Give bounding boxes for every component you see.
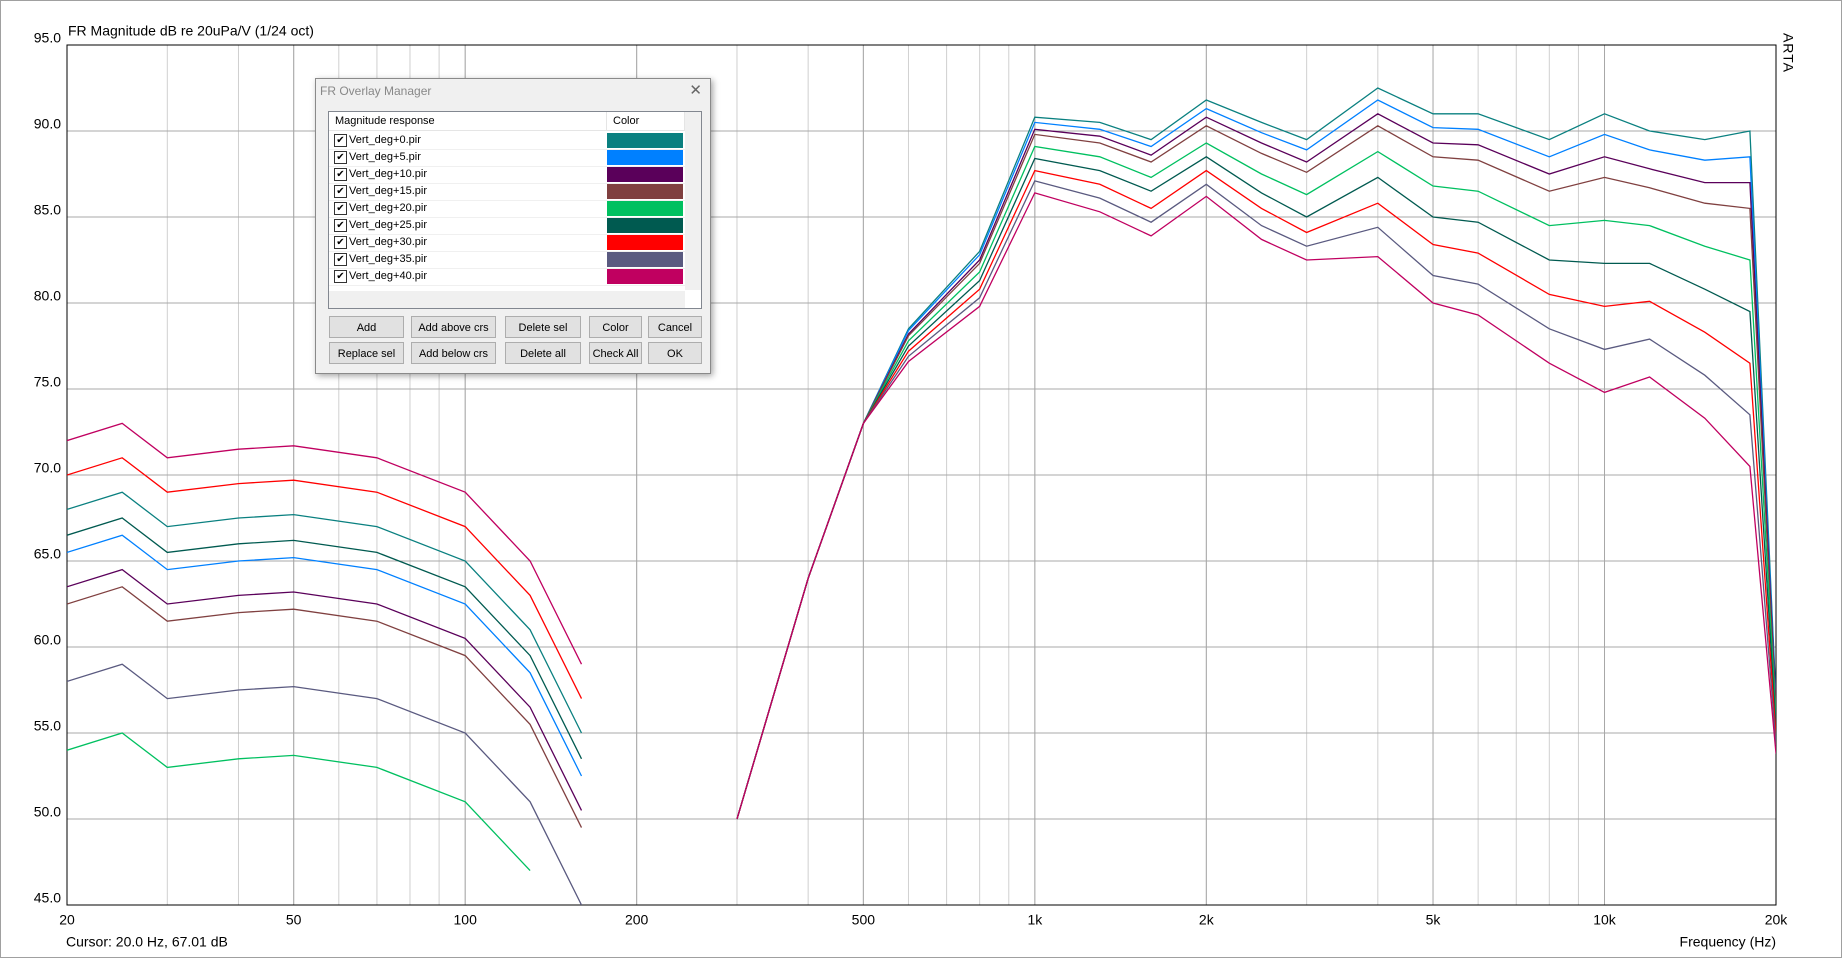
x-tick-label: 1k xyxy=(1027,912,1043,928)
brand: ARTA xyxy=(1780,33,1796,73)
checkbox[interactable]: ✔ xyxy=(334,185,347,198)
close-button[interactable]: ✕ xyxy=(689,82,702,99)
column-header[interactable]: Color xyxy=(607,112,685,131)
button[interactable]: Add xyxy=(329,316,404,338)
y-tick-label: 65.0 xyxy=(34,546,61,562)
x-tick-label: 200 xyxy=(625,912,649,928)
series-line xyxy=(67,180,1776,905)
checkbox[interactable]: ✔ xyxy=(334,168,347,181)
y-tick-label: 70.0 xyxy=(34,460,61,476)
x-tick-label: 10k xyxy=(1593,912,1617,928)
legend-label: Vert_deg+15.pir xyxy=(349,185,427,197)
y-tick-label: 80.0 xyxy=(34,288,61,304)
series-line xyxy=(67,169,1776,820)
legend-row[interactable]: ✔ Vert_deg+20.pir xyxy=(329,200,685,218)
legend-swatch xyxy=(607,269,683,284)
legend-label: Vert_deg+0.pir xyxy=(349,134,421,146)
x-tick-label: 500 xyxy=(852,912,876,928)
legend-row[interactable]: ✔ Vert_deg+40.pir xyxy=(329,268,685,286)
y-tick-label: 95.0 xyxy=(34,30,61,46)
button[interactable]: Replace sel xyxy=(329,342,404,364)
y-tick-label: 60.0 xyxy=(34,632,61,648)
dialog-title: FR Overlay Manager xyxy=(320,84,432,98)
legend-label: Vert_deg+20.pir xyxy=(349,202,427,214)
checkbox[interactable]: ✔ xyxy=(334,253,347,266)
series-line xyxy=(67,87,1776,820)
x-tick-label: 2k xyxy=(1199,912,1215,928)
series-line xyxy=(67,99,1776,820)
button[interactable]: Delete all xyxy=(505,342,581,364)
legend-label: Vert_deg+40.pir xyxy=(349,270,427,282)
series-line xyxy=(67,192,1776,820)
checkbox[interactable]: ✔ xyxy=(334,202,347,215)
legend-row[interactable]: ✔ Vert_deg+0.pir xyxy=(329,132,685,150)
legend-label: Vert_deg+10.pir xyxy=(349,168,427,180)
legend-row[interactable]: ✔ Vert_deg+25.pir xyxy=(329,217,685,235)
legend-swatch xyxy=(607,133,683,148)
legend-swatch xyxy=(607,201,683,216)
button[interactable]: OK xyxy=(648,342,702,364)
series-line xyxy=(67,113,1776,820)
y-tick-label: 50.0 xyxy=(34,804,61,820)
legend-swatch xyxy=(607,252,683,267)
button[interactable]: Add above crs xyxy=(411,316,496,338)
x-tick-label: 100 xyxy=(454,912,478,928)
legend-row[interactable]: ✔ Vert_deg+15.pir xyxy=(329,183,685,201)
legend-label: Vert_deg+25.pir xyxy=(349,219,427,231)
x-axis-label: Frequency (Hz) xyxy=(1680,934,1776,950)
legend-swatch xyxy=(607,167,683,182)
column-header[interactable]: Magnitude response xyxy=(329,112,607,131)
scrollbar[interactable] xyxy=(329,291,685,308)
x-tick-label: 20 xyxy=(59,912,75,928)
checkbox[interactable]: ✔ xyxy=(334,151,347,164)
scrollbar[interactable] xyxy=(685,112,701,290)
x-tick-label: 5k xyxy=(1426,912,1442,928)
button[interactable]: Color xyxy=(589,316,642,338)
checkbox[interactable]: ✔ xyxy=(334,236,347,249)
y-tick-label: 90.0 xyxy=(34,116,61,132)
overlay-dialog: FR Overlay Manager ✕ Magnitude response … xyxy=(315,78,711,374)
status: Cursor: 20.0 Hz, 67.01 dB xyxy=(66,934,228,950)
chart-title: FR Magnitude dB re 20uPa/V (1/24 oct) xyxy=(68,23,314,39)
checkbox[interactable]: ✔ xyxy=(334,219,347,232)
overlay-list: Magnitude response Color ✔ Vert_deg+0.pir… xyxy=(328,111,702,309)
legend-row[interactable]: ✔ Vert_deg+5.pir xyxy=(329,149,685,167)
x-tick-label: 20k xyxy=(1765,912,1789,928)
legend-row[interactable]: ✔ Vert_deg+10.pir xyxy=(329,166,685,184)
legend-row[interactable]: ✔ Vert_deg+35.pir xyxy=(329,251,685,269)
series-line xyxy=(67,156,1776,820)
button[interactable]: Cancel xyxy=(648,316,702,338)
series-line xyxy=(67,125,1776,828)
y-tick-label: 75.0 xyxy=(34,374,61,390)
checkbox[interactable]: ✔ xyxy=(334,134,347,147)
legend-swatch xyxy=(607,184,683,199)
button[interactable]: Check All xyxy=(589,342,642,364)
checkbox[interactable]: ✔ xyxy=(334,270,347,283)
legend-label: Vert_deg+30.pir xyxy=(349,236,427,248)
legend-label: Vert_deg+35.pir xyxy=(349,253,427,265)
legend-swatch xyxy=(607,150,683,165)
legend-swatch xyxy=(607,235,683,250)
legend-label: Vert_deg+5.pir xyxy=(349,151,421,163)
series-line xyxy=(67,142,1776,872)
y-tick-label: 55.0 xyxy=(34,718,61,734)
legend-swatch xyxy=(607,218,683,233)
legend-row[interactable]: ✔ Vert_deg+30.pir xyxy=(329,234,685,252)
button[interactable]: Add below crs xyxy=(411,342,496,364)
button[interactable]: Delete sel xyxy=(505,316,581,338)
y-tick-label: 45.0 xyxy=(34,890,61,906)
y-tick-label: 85.0 xyxy=(34,202,61,218)
x-tick-label: 50 xyxy=(286,912,302,928)
